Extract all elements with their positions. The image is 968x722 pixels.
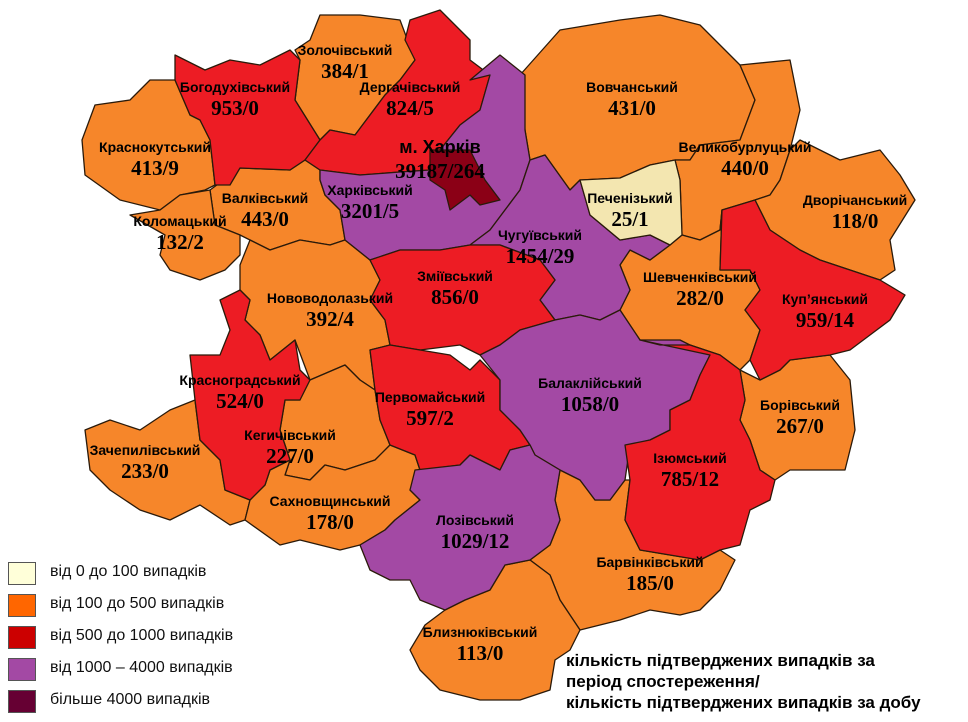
region-kolomak: [129, 189, 241, 281]
region-name: Борівський: [760, 397, 840, 413]
region-value: 524/0: [216, 389, 264, 413]
region-value: 113/0: [457, 641, 504, 665]
region-value: 384/1: [321, 59, 369, 83]
region-name: Красноградський: [179, 372, 300, 388]
legend-label: від 100 до 500 випадків: [50, 595, 225, 612]
legend-swatch: [8, 690, 36, 713]
region-name: Золочівський: [298, 42, 393, 58]
caption-line: період спостереження/: [566, 672, 760, 691]
region-value: 1454/29: [506, 244, 575, 268]
region-value: 25/1: [611, 207, 648, 231]
region-name: Краснокутський: [99, 139, 211, 155]
map-caption: кількість підтверджених випадків за пері…: [566, 650, 921, 713]
region-name: Куп’янський: [782, 291, 868, 307]
region-name: Зачепилівський: [90, 442, 201, 458]
region-value: 785/12: [661, 467, 719, 491]
legend-swatch: [8, 626, 36, 649]
region-value: 132/2: [156, 230, 204, 254]
region-name: Вовчанський: [586, 79, 678, 95]
region-value: 39187/264: [395, 159, 485, 183]
region-name: Валківський: [222, 190, 309, 206]
legend-swatch: [8, 562, 36, 585]
region-lozova: [359, 444, 561, 611]
region-izium: [624, 339, 776, 561]
region-name: Печенізький: [587, 190, 673, 206]
region-name: Нововодолазький: [267, 290, 393, 306]
region-name: Зміївський: [417, 268, 493, 284]
region-name: Чугуївський: [498, 227, 582, 243]
legend-swatch: [8, 594, 36, 617]
legend-label: від 0 до 100 випадків: [50, 563, 207, 580]
region-value: 3201/5: [341, 199, 399, 223]
region-value: 413/9: [131, 156, 179, 180]
legend-label: від 500 до 1000 випадків: [50, 627, 234, 644]
region-value: 118/0: [832, 209, 879, 233]
region-name: Барвінківський: [596, 554, 703, 570]
region-value: 1029/12: [441, 529, 510, 553]
region-name: Дергачівський: [360, 79, 461, 95]
region-value: 392/4: [306, 307, 354, 331]
region-name: Ізюмський: [653, 450, 726, 466]
region-name: Богодухівський: [180, 79, 290, 95]
region-name: Кегичівський: [244, 427, 336, 443]
region-value: 1058/0: [561, 392, 619, 416]
region-name: Сахновщинський: [270, 493, 391, 509]
region-pechenihy: [579, 159, 683, 246]
region-kharkiv-city: [429, 149, 501, 211]
region-name: Дворічанський: [803, 192, 907, 208]
region-value: 443/0: [241, 207, 289, 231]
legend-swatch: [8, 658, 36, 681]
caption-line: кількість підтверджених випадків за добу: [566, 693, 921, 712]
region-value: 856/0: [431, 285, 479, 309]
region-bohodukhiv: [174, 49, 321, 186]
region-value: 824/5: [386, 96, 434, 120]
region-value: 267/0: [776, 414, 824, 438]
region-value: 282/0: [676, 286, 724, 310]
region-value: 440/0: [721, 156, 769, 180]
region-value: 597/2: [406, 406, 454, 430]
region-name: Харківський: [327, 182, 412, 198]
region-name: Шевченківський: [643, 269, 757, 285]
region-value: 185/0: [626, 571, 674, 595]
legend-label: більше 4000 випадків: [50, 691, 210, 708]
caption-line: кількість підтверджених випадків за: [566, 651, 875, 670]
region-value: 959/14: [796, 308, 855, 332]
region-name: Великобурлуцький: [679, 139, 812, 155]
region-name: Балаклійський: [538, 375, 642, 391]
region-name: Коломацький: [133, 213, 226, 229]
region-value: 233/0: [121, 459, 169, 483]
region-kupiansk: [719, 199, 906, 381]
region-name: Первомайський: [375, 389, 485, 405]
region-name: м. Харків: [399, 137, 480, 157]
region-name: Близнюківський: [423, 624, 538, 640]
legend-label: від 1000 – 4000 випадків: [50, 659, 233, 676]
region-krasnohrad: [189, 289, 311, 501]
region-name: Лозівський: [436, 512, 514, 528]
region-value: 953/0: [211, 96, 259, 120]
region-value: 431/0: [608, 96, 656, 120]
region-value: 227/0: [266, 444, 314, 468]
region-value: 178/0: [306, 510, 354, 534]
